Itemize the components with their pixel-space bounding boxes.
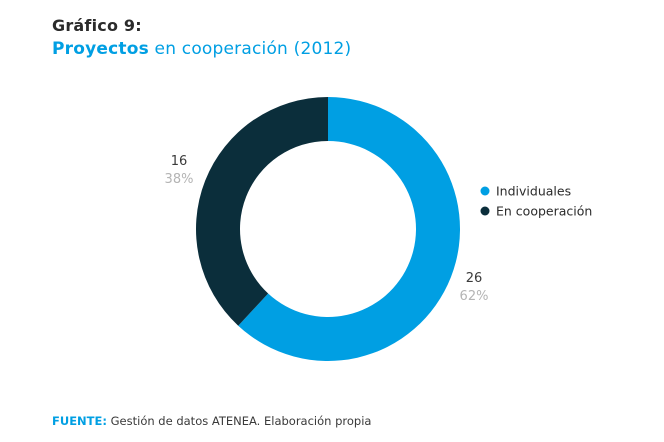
chart-title-bold: Proyectos (52, 39, 149, 59)
chart-title-rest: en cooperación (2012) (154, 39, 352, 59)
chart-title: Proyectos en cooperación (2012) (52, 39, 351, 59)
legend-label-en-cooperacion: En cooperación (496, 204, 592, 219)
legend-marker-en-cooperacion (480, 206, 490, 216)
legend-label-individuales: Individuales (496, 184, 571, 199)
source-text: Gestión de datos ATENEA. Elaboración pro… (110, 414, 372, 428)
data-label-percent-individuales: 62% (460, 289, 489, 304)
legend-marker-individuales (480, 186, 490, 196)
data-label-value-individuales: 26 (466, 271, 483, 286)
donut-chart: 26 62% 16 38% Individuales En cooperación (165, 97, 592, 361)
figure-label: Gráfico 9: (52, 16, 142, 35)
data-label-percent-en-cooperacion: 38% (165, 172, 194, 187)
donut-slice-individuales (238, 97, 460, 361)
donut-slice-en-cooperacion (195, 97, 328, 326)
source-label: FUENTE: (52, 414, 107, 428)
source-note: FUENTE: Gestión de datos ATENEA. Elabora… (52, 414, 371, 428)
data-label-value-en-cooperacion: 16 (171, 154, 188, 169)
chart-header: Gráfico 9: Proyectos en cooperación (201… (52, 16, 351, 59)
